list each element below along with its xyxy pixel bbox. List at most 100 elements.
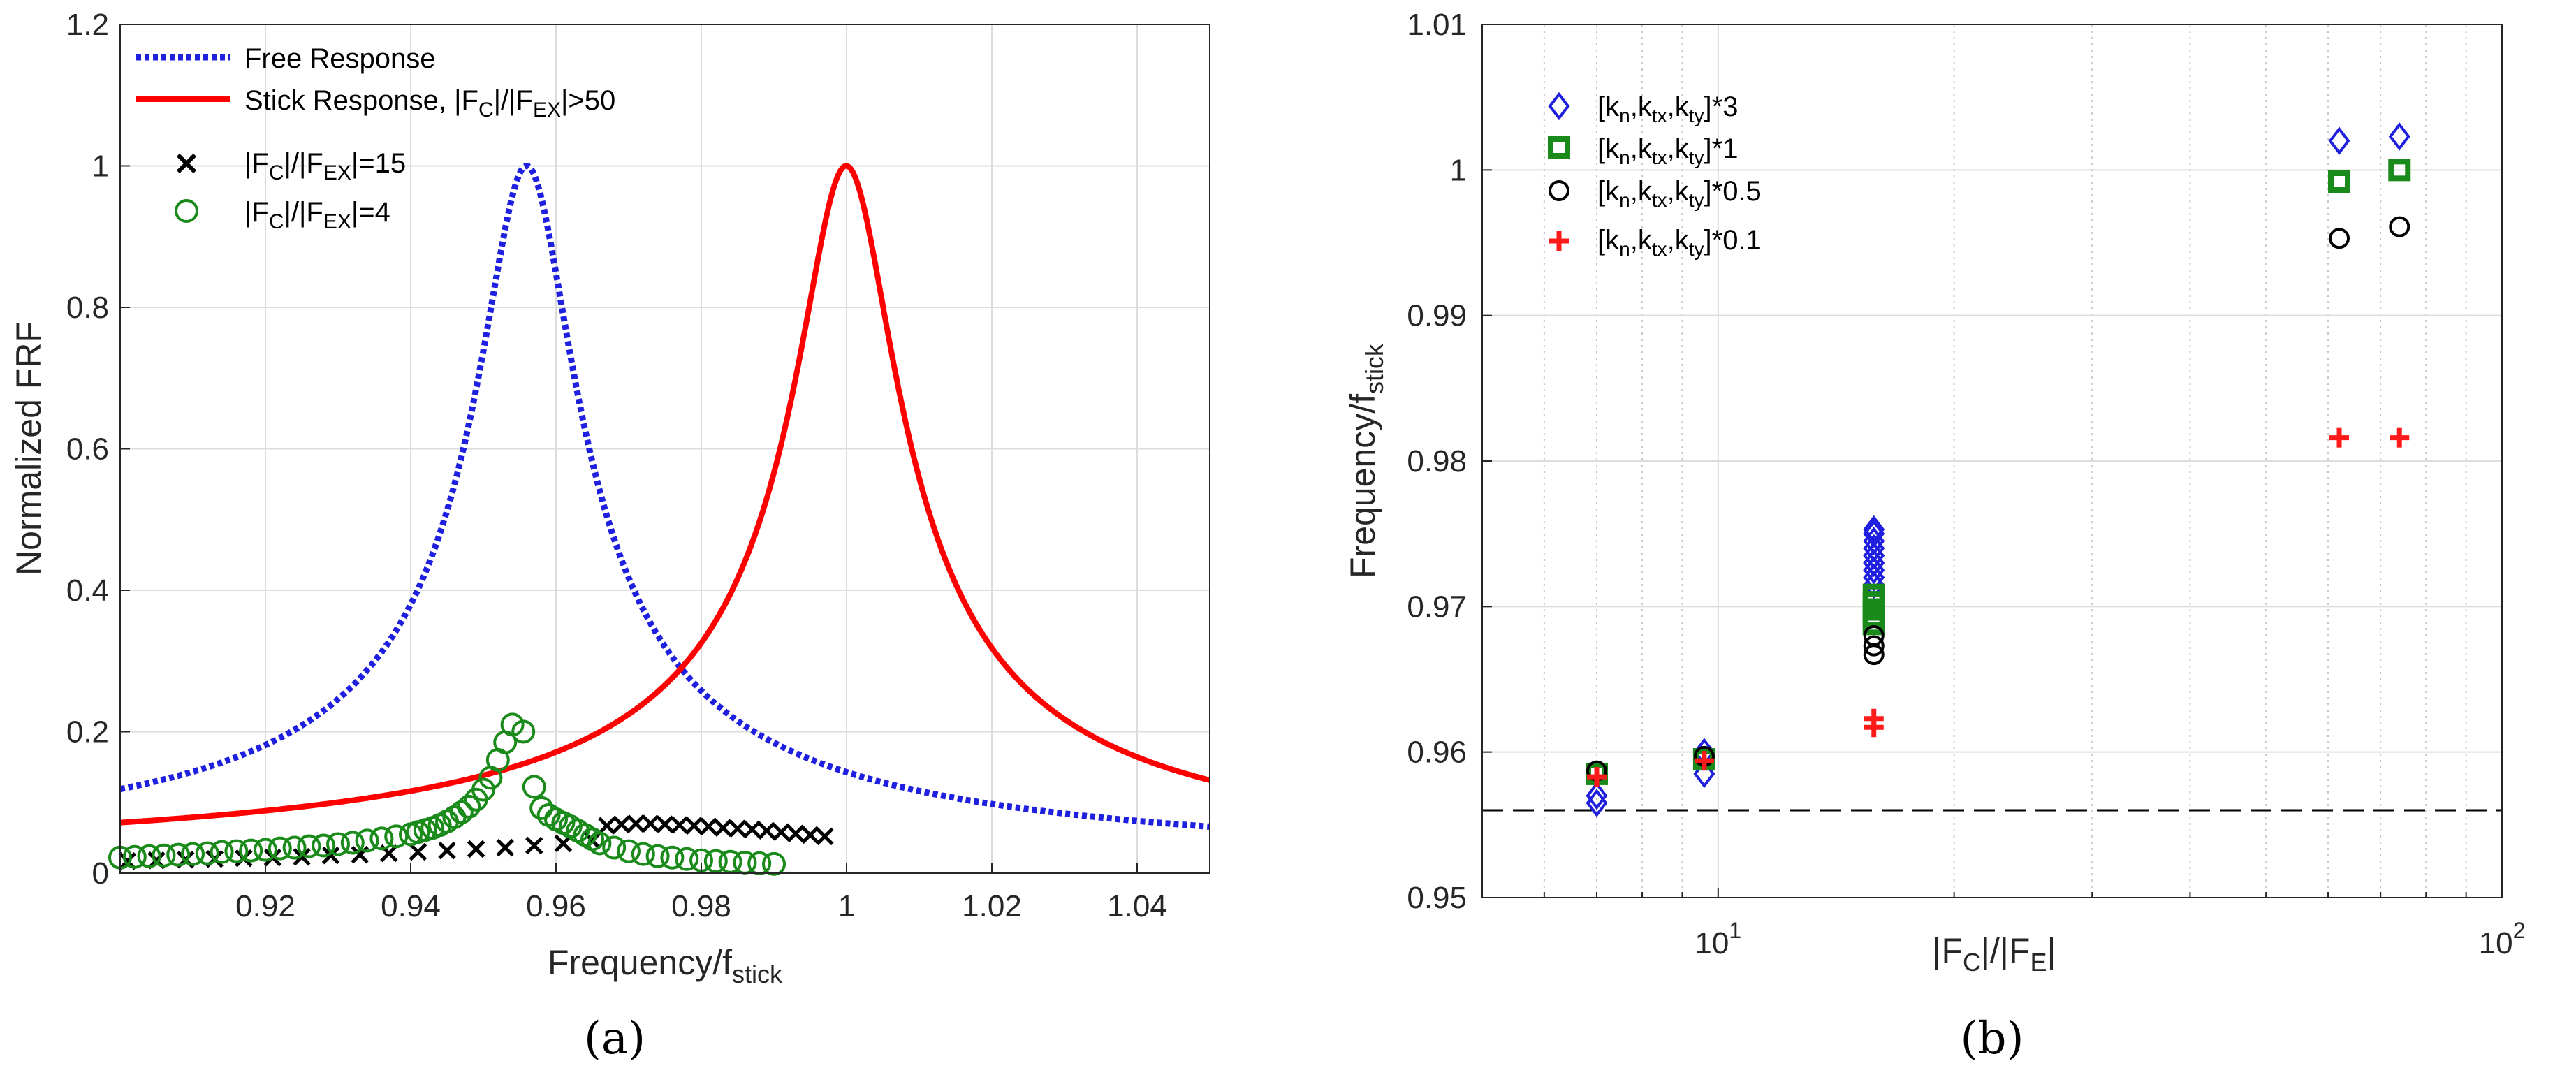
x-marker-point <box>467 840 485 858</box>
circle-marker-point <box>1863 625 1885 646</box>
circle-marker-point <box>631 842 655 866</box>
panel-b-xlabel: |FC|/|FE| <box>1933 931 2056 977</box>
circle-marker-point <box>282 835 307 860</box>
x-marker-point <box>714 819 732 837</box>
diamond-marker-point <box>2388 122 2410 151</box>
circle-marker-point <box>617 839 641 863</box>
x-marker-point <box>671 816 689 834</box>
panel-a-xtick-label: 0.96 <box>526 889 586 923</box>
panel-a-chart: 0.92 0.94 0.96 0.98 1 1.02 1.04 0 0.2 0.4 0.6 0.8 1 1… <box>9 8 1210 1065</box>
legend-b-plus-swatch <box>1549 231 1569 251</box>
subplot-label-b: (b) <box>1961 1013 2024 1065</box>
x-marker-point <box>554 834 573 853</box>
panel-a-xtick-label: 1.02 <box>962 889 1022 923</box>
square-marker-point <box>1862 583 1885 606</box>
x-marker-point <box>816 827 834 846</box>
circle-marker-point <box>660 845 685 870</box>
x-marker-point <box>612 815 631 833</box>
circle-marker-point <box>268 836 292 861</box>
panel-a-xtick-label: 0.92 <box>235 889 295 923</box>
legend-b-square-swatch <box>1548 136 1570 159</box>
panel-b-series <box>1585 122 2411 817</box>
circle-marker-point <box>355 828 379 853</box>
panel-a-xtick-label: 1 <box>838 889 855 923</box>
circle-marker-point <box>587 831 612 856</box>
x-marker-point <box>627 814 645 833</box>
circle-marker-point <box>224 839 249 863</box>
circle-marker-point <box>449 800 474 824</box>
x-marker-point <box>656 815 674 833</box>
free-response-line <box>119 162 1210 830</box>
panel-b-ytick-label: 0.99 <box>1407 299 1467 333</box>
x-marker-point <box>321 846 340 865</box>
legend-b-circle-swatch <box>1549 180 1569 201</box>
panel-a-ticks: 0.92 0.94 0.96 0.98 1 1.02 1.04 0 0.2 0.4 0.6 0.8 1 1… <box>66 8 1167 923</box>
panel-b-xtick-label: 102 <box>2479 918 2526 960</box>
circle-marker-point <box>645 844 670 868</box>
panel-a-ytick-label: 0 <box>92 856 109 891</box>
plus-marker-point <box>1864 708 1884 729</box>
plus-marker-point <box>1694 751 1714 771</box>
x-marker-point <box>685 817 703 835</box>
circle-marker-point <box>210 840 234 864</box>
panel-b-ytick-label: 0.96 <box>1407 736 1467 770</box>
panel-a-xtick-label: 1.04 <box>1107 889 1167 923</box>
circle-marker-point <box>254 838 277 862</box>
x-marker-point <box>641 814 659 833</box>
square-marker-point <box>2328 170 2351 193</box>
legend-b-k05: [kn,ktx,kty]*0.5 <box>1597 176 1762 211</box>
diamond-marker-point <box>1863 515 1885 544</box>
panel-b-ytick-label: 1 <box>1450 153 1467 187</box>
panel-a-xtick-label: 0.94 <box>381 889 441 923</box>
panel-a-xlabel: Frequency/fstick <box>548 943 783 988</box>
panel-a-ytick-label: 0.6 <box>66 432 109 467</box>
circle-marker-point <box>239 838 263 863</box>
plus-marker-point <box>1586 767 1607 787</box>
x-marker-point <box>496 838 514 857</box>
panel-a-ytick-label: 0.8 <box>66 291 109 325</box>
circle-marker-point <box>529 796 554 820</box>
panel-b-ytick-label: 1.01 <box>1407 8 1467 42</box>
circle-marker-point <box>2329 228 2350 249</box>
legend-x-marker-swatch <box>176 153 197 174</box>
plus-marker-point <box>2390 427 2410 448</box>
circle-marker-point <box>675 847 699 871</box>
circle-marker-point <box>340 831 365 855</box>
subplot-label-a: (a) <box>584 1013 645 1065</box>
panel-a-ytick-label: 0.2 <box>66 715 109 749</box>
panel-a-ytick-label: 1 <box>92 149 109 184</box>
x-marker-point <box>409 842 427 861</box>
circle-marker-point <box>762 851 786 876</box>
circle-marker-point <box>384 824 409 849</box>
panel-a-legend: Free Response Stick Response, |FC|/|FEX|… <box>136 43 615 233</box>
legend-b-k1: [kn,ktx,kty]*1 <box>1597 133 1738 168</box>
x-marker-point <box>729 819 747 838</box>
circle-marker-point <box>195 841 219 865</box>
x-marker-point <box>525 836 543 855</box>
x-marker-point <box>598 817 616 835</box>
legend-fc-fex-15: |FC|/|FEX|=15 <box>244 148 406 184</box>
stick-response-line <box>119 163 1210 826</box>
legend-b-k01: [kn,ktx,kty]*0.1 <box>1597 225 1762 260</box>
panel-a-ytick-label: 0.4 <box>66 573 109 608</box>
panel-b-ticks: 101 102 0.95 0.96 0.97 0.98 0.99 1 1.01 <box>1407 8 2525 960</box>
panel-b-legend: [kn,ktx,kty]*3 [kn,ktx,kty]*1 [kn,ktx,kt… <box>1548 92 1762 260</box>
circle-marker-point <box>297 834 321 858</box>
diamond-marker-point <box>2328 126 2350 155</box>
panel-b-ytick-label: 0.97 <box>1407 590 1467 624</box>
circle-marker-point <box>326 832 350 856</box>
circle-marker-point <box>522 775 546 799</box>
x-marker-point <box>801 826 819 844</box>
x-marker-point <box>743 820 761 838</box>
circle-marker-point <box>152 843 176 868</box>
circle-marker-point <box>137 844 161 868</box>
legend-stick-response: Stick Response, |FC|/|FEX|>50 <box>244 85 615 122</box>
x-marker-point <box>772 823 791 842</box>
circle-marker-point <box>369 826 394 851</box>
diamond-marker-point <box>1586 781 1608 810</box>
diamond-marker-point <box>1863 519 1885 548</box>
legend-b-k3: [kn,ktx,kty]*3 <box>1597 92 1738 126</box>
x-marker-point <box>757 821 776 840</box>
circle-marker-point <box>703 849 728 873</box>
